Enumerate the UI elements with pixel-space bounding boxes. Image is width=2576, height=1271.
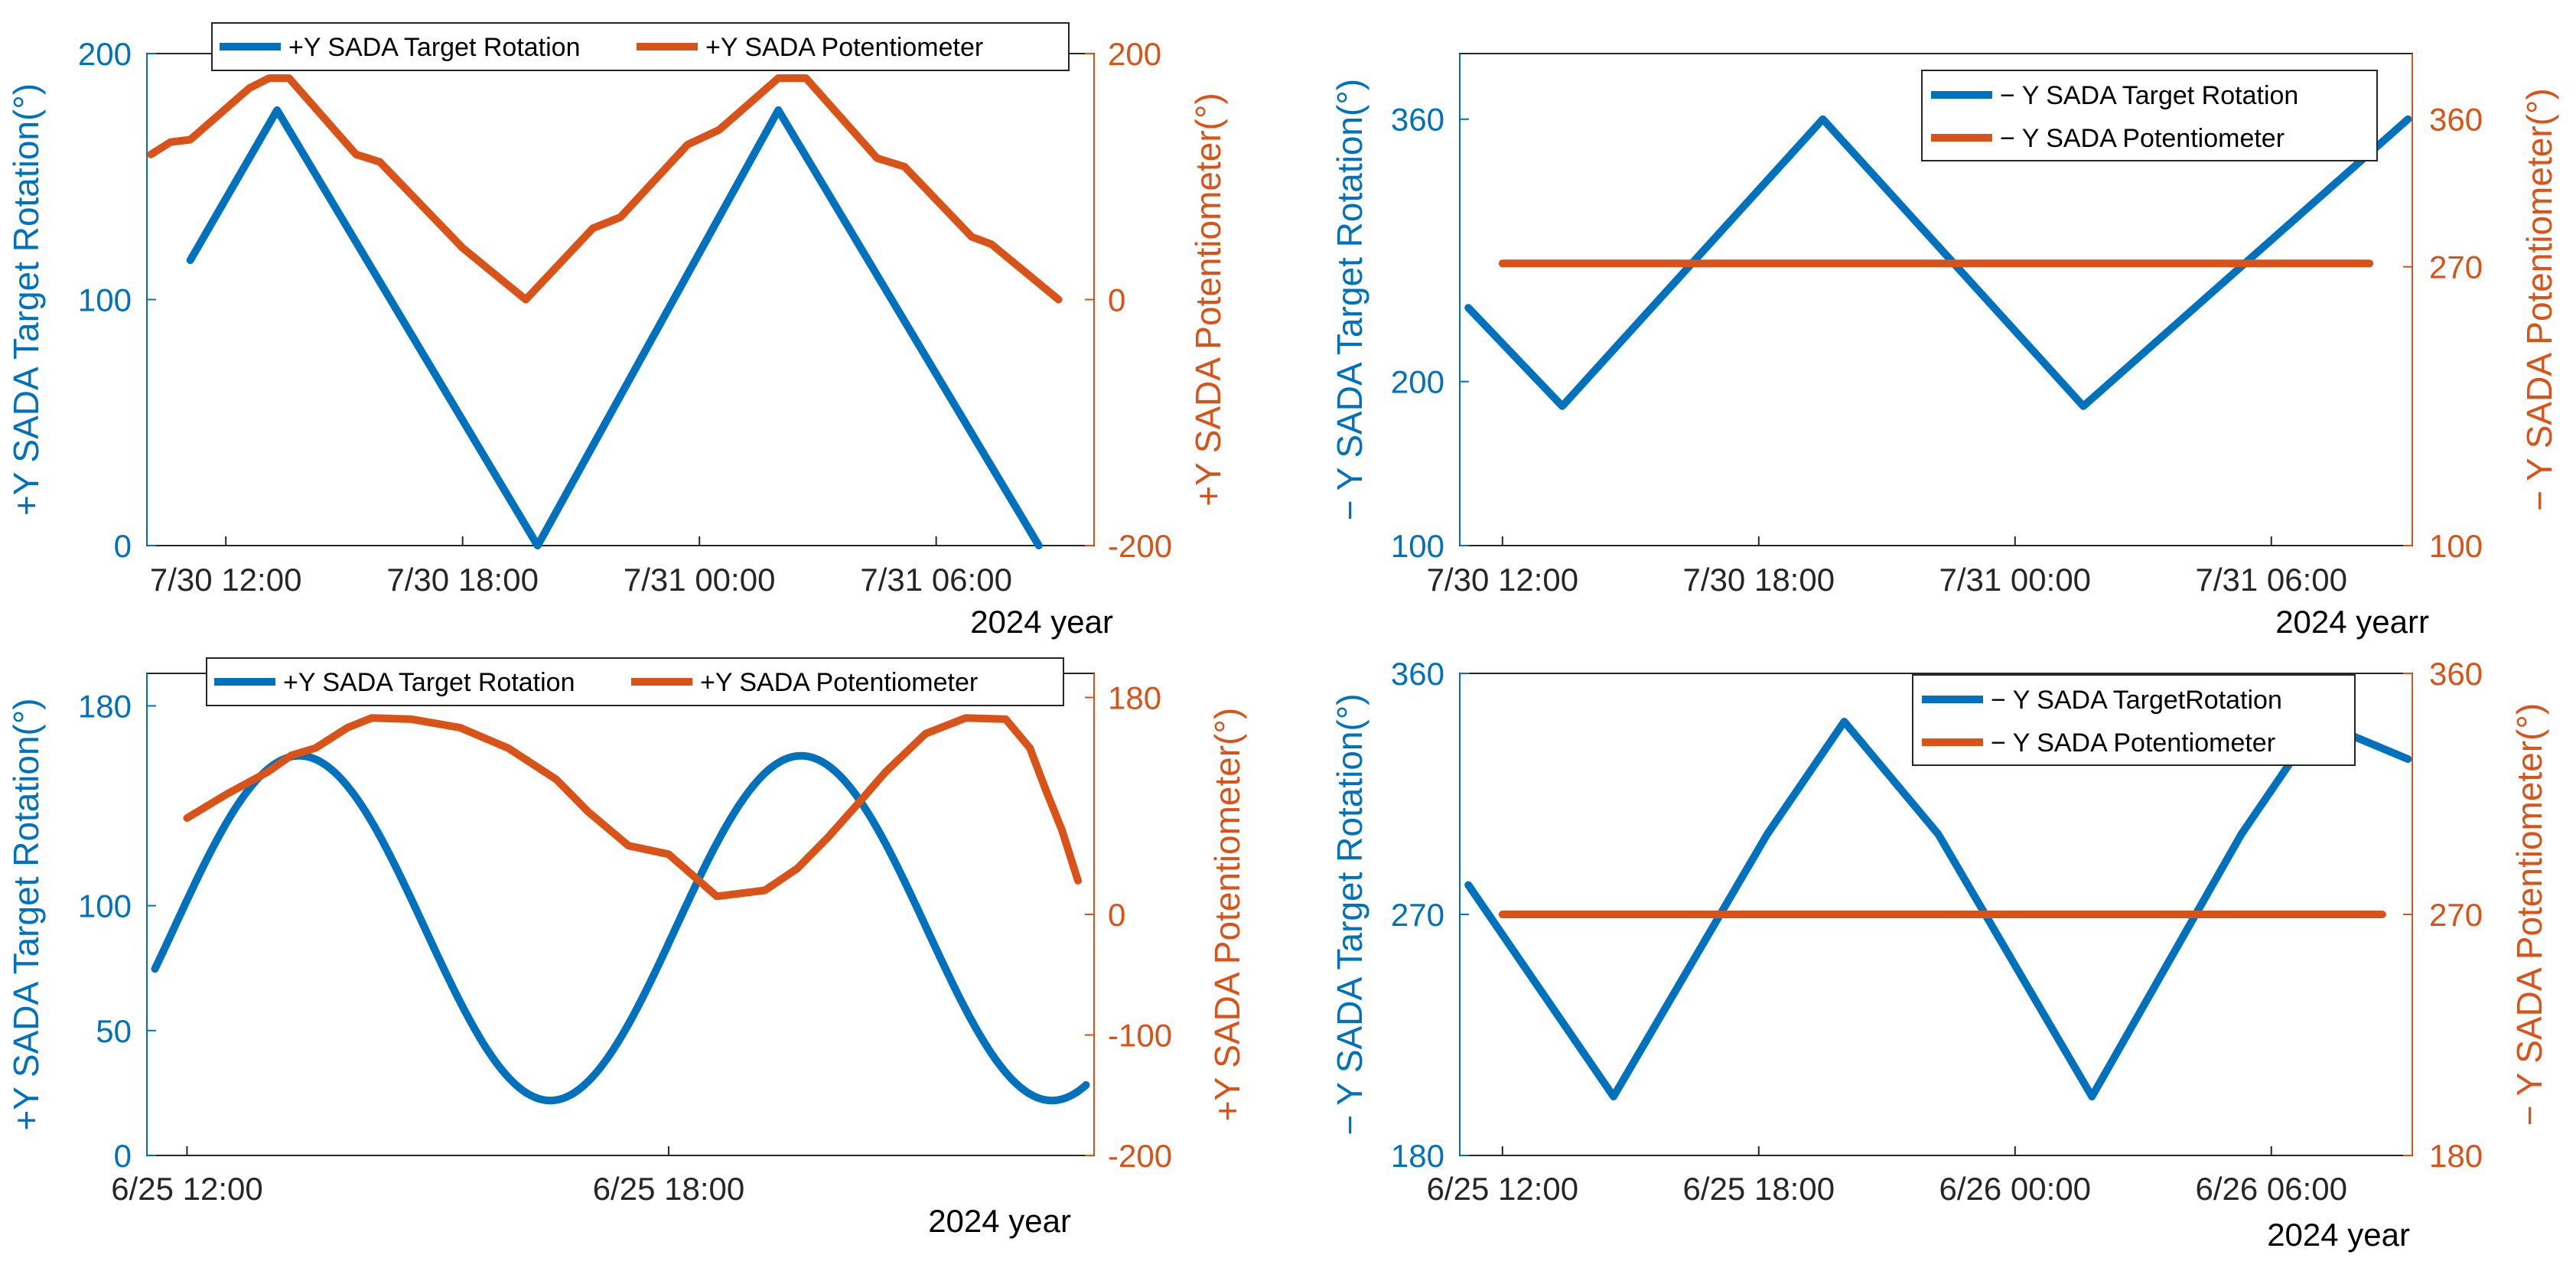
- series-line-potentiometer: [183, 714, 1082, 901]
- right-y-tick-label: 270: [2429, 249, 2483, 285]
- right-y-tick-label: 0: [1108, 897, 1125, 933]
- right-y-axis-title: +Y SADA Potentiometer(°): [1207, 708, 1247, 1121]
- right-y-axis-title: − Y SADA Potentiometer(°): [2509, 703, 2549, 1126]
- x-tick-label: 6/25 12:00: [111, 1171, 263, 1207]
- left-y-tick-label: 270: [1391, 897, 1444, 933]
- legend-entry-label: +Y SADA Potentiometer: [700, 668, 978, 697]
- x-axis-year-label: 2024 year: [2267, 1217, 2410, 1253]
- right-y-tick-label: 180: [1108, 680, 1161, 716]
- right-y-axis-title: +Y SADA Potentiometer(°): [1188, 93, 1228, 506]
- legend-entry-label: − Y SADA Target Rotation: [2000, 81, 2298, 110]
- x-tick-label: 7/30 18:00: [386, 562, 539, 598]
- legend-box: [1921, 70, 2378, 161]
- right-y-axis-title: − Y SADA Potentiometer(°): [2519, 88, 2559, 510]
- x-axis-year-label: 2024 yearr: [2275, 604, 2429, 640]
- right-y-tick-label: 270: [2429, 897, 2483, 933]
- left-y-tick-label: 50: [96, 1013, 132, 1049]
- legend-entry-label: − Y SADA Potentiometer: [2000, 124, 2285, 153]
- right-y-tick-label: -100: [1108, 1018, 1172, 1054]
- series-line-target-rotation: [151, 751, 1090, 1105]
- x-tick-label: 6/26 00:00: [1939, 1171, 2092, 1207]
- x-tick-label: 6/25 18:00: [1683, 1171, 1835, 1207]
- left-y-tick-label: 100: [78, 282, 132, 318]
- right-y-tick-label: 360: [2429, 656, 2483, 692]
- plot-area: [146, 673, 1095, 1156]
- x-tick-label: 6/25 12:00: [1427, 1171, 1579, 1207]
- left-y-axis-title: − Y SADA Target Rotation(°): [1330, 693, 1369, 1135]
- x-tick-label: 7/31 00:00: [1939, 562, 2092, 598]
- legend-box: [1912, 674, 2356, 766]
- left-y-tick-label: 180: [1391, 1138, 1444, 1174]
- legend: +Y SADA Target Rotation +Y SADA Potentiom…: [211, 22, 1070, 71]
- legend-entry-label: − Y SADA TargetRotation: [1991, 686, 2282, 715]
- right-y-tick-label: 360: [2429, 102, 2483, 138]
- series-line-potentiometer: [147, 74, 1063, 304]
- legend: +Y SADA Target Rotation +Y SADA Potentiom…: [206, 657, 1064, 706]
- x-tick-label: 7/30 12:00: [150, 562, 302, 598]
- x-tick-label: 7/31 06:00: [860, 562, 1012, 598]
- legend-entry-label: +Y SADA Potentiometer: [705, 33, 983, 62]
- left-y-tick-label: 360: [1391, 102, 1444, 138]
- series-line-target-rotation: [186, 106, 1043, 549]
- series-line-target-rotation: [1464, 115, 2412, 410]
- legend: − Y SADA TargetRotation − Y SADA Potentio…: [1912, 674, 2356, 766]
- left-y-axis-title: +Y SADA Target Rotation(°): [6, 83, 46, 516]
- right-y-tick-label: -200: [1108, 528, 1172, 564]
- legend-entry-label: − Y SADA Potentiometer: [1991, 728, 2275, 758]
- left-y-tick-label: 0: [114, 528, 132, 564]
- legend: − Y SADA Target Rotation − Y SADA Potenti…: [1921, 70, 2378, 161]
- left-y-tick-label: 200: [78, 36, 132, 72]
- x-axis-year-label: 2024 year: [928, 1203, 1071, 1239]
- left-y-tick-label: 180: [78, 688, 132, 724]
- left-y-axis-title: − Y SADA Target Rotation(°): [1330, 79, 1369, 520]
- left-y-tick-label: 360: [1391, 656, 1444, 692]
- legend-entry-label: +Y SADA Target Rotation: [283, 668, 575, 697]
- x-axis-year-label: 2024 year: [970, 604, 1113, 640]
- x-tick-label: 7/30 12:00: [1427, 562, 1579, 598]
- x-tick-label: 7/31 00:00: [624, 562, 776, 598]
- legend-entry-label: +Y SADA Target Rotation: [288, 33, 581, 62]
- x-tick-label: 7/30 18:00: [1683, 562, 1835, 598]
- series-line-target-rotation: [1464, 718, 2412, 1100]
- x-tick-label: 6/26 06:00: [2196, 1171, 2348, 1207]
- chart-panel-top-right: 7/30 12:00 7/30 18:00 7/31 00:00 7/31 06:00…: [1330, 53, 2559, 640]
- right-y-tick-label: 200: [1108, 36, 1161, 72]
- right-y-tick-label: 180: [2429, 1138, 2483, 1174]
- left-y-tick-label: 100: [1391, 528, 1444, 564]
- left-y-tick-label: 0: [114, 1138, 132, 1174]
- right-y-tick-label: 100: [2429, 528, 2483, 564]
- x-tick-label: 7/31 06:00: [2196, 562, 2348, 598]
- left-y-tick-label: 200: [1391, 364, 1444, 400]
- chart-panel-bottom-left: 6/25 12:00 6/25 18:00 0 50 100 180 -200 -100 0 18…: [6, 673, 1247, 1239]
- left-y-tick-label: 100: [78, 888, 132, 924]
- x-tick-label: 6/25 18:00: [593, 1171, 745, 1207]
- right-y-tick-label: 0: [1108, 282, 1125, 318]
- chart-panel-top-left: 7/30 12:00 7/30 18:00 7/31 00:00 7/31 06:00…: [6, 36, 1228, 640]
- left-y-axis-title: +Y SADA Target Rotation(°): [6, 698, 46, 1130]
- right-y-tick-label: -200: [1108, 1138, 1172, 1174]
